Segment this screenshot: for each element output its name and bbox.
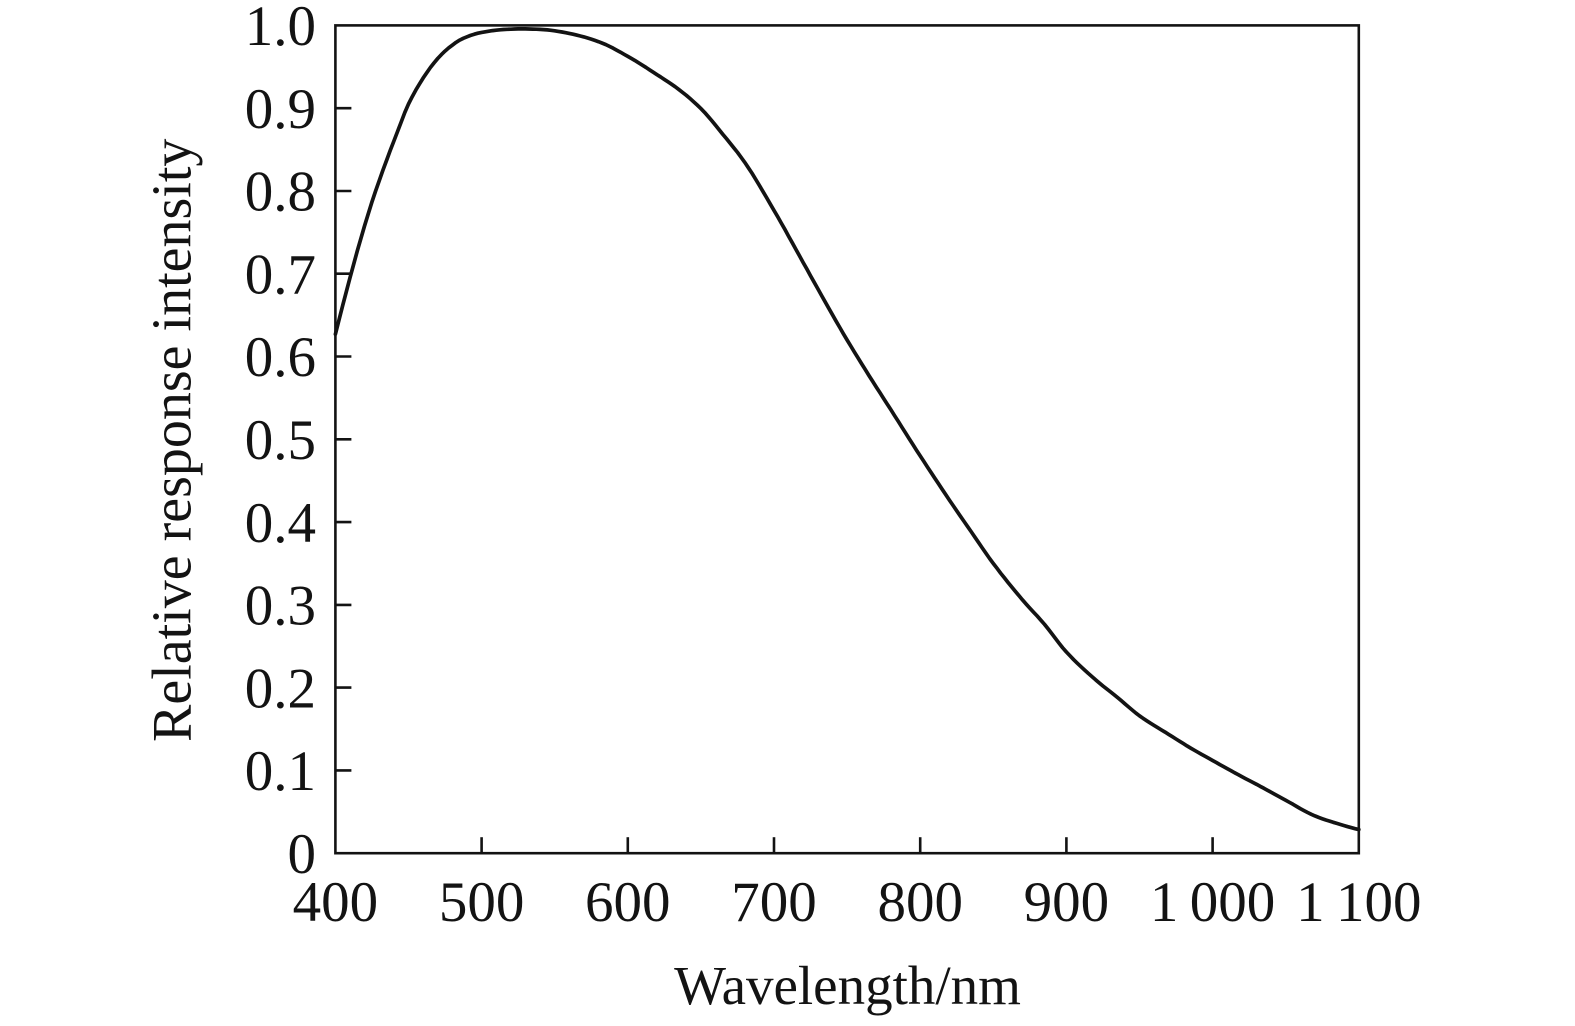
svg-text:0.4: 0.4 (245, 492, 316, 555)
svg-text:1 000: 1 000 (1150, 871, 1275, 934)
svg-text:0.5: 0.5 (245, 409, 316, 472)
svg-text:Relative response intensity: Relative response intensity (142, 139, 204, 742)
svg-text:Wavelength/nm: Wavelength/nm (674, 955, 1021, 1016)
svg-text:0: 0 (288, 823, 317, 886)
svg-text:0.3: 0.3 (245, 575, 316, 638)
svg-text:900: 900 (1024, 871, 1110, 934)
svg-text:0.6: 0.6 (245, 326, 316, 389)
svg-text:0.1: 0.1 (245, 740, 316, 803)
svg-text:0.2: 0.2 (245, 657, 316, 720)
svg-text:1.0: 1.0 (245, 0, 316, 58)
svg-text:0.8: 0.8 (245, 161, 316, 224)
svg-text:600: 600 (585, 871, 671, 934)
svg-text:800: 800 (877, 871, 963, 934)
svg-text:1 100: 1 100 (1296, 871, 1421, 934)
svg-text:400: 400 (293, 871, 379, 934)
svg-text:0.9: 0.9 (245, 78, 316, 141)
svg-text:0.7: 0.7 (245, 243, 316, 306)
svg-text:700: 700 (731, 871, 817, 934)
svg-text:500: 500 (439, 871, 525, 934)
